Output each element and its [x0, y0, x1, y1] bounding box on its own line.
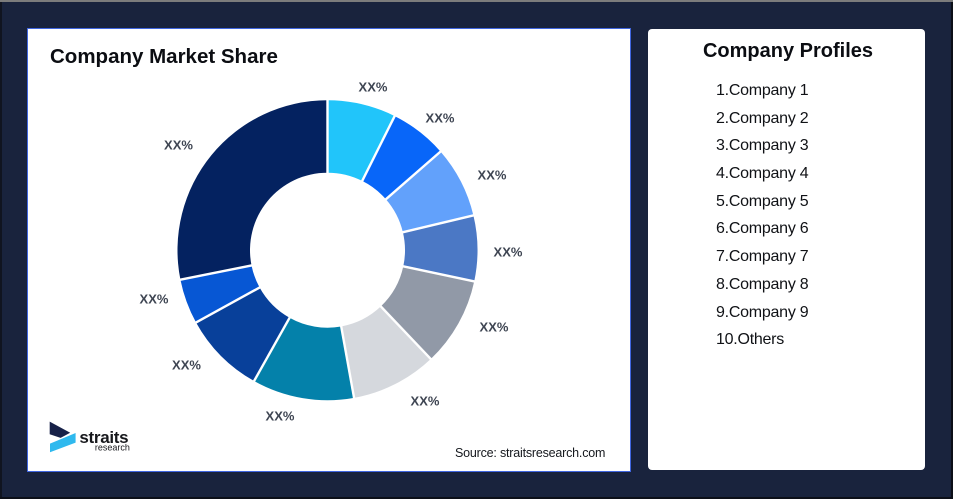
- svg-text:research: research: [95, 443, 130, 453]
- svg-text:straits: straits: [79, 428, 128, 447]
